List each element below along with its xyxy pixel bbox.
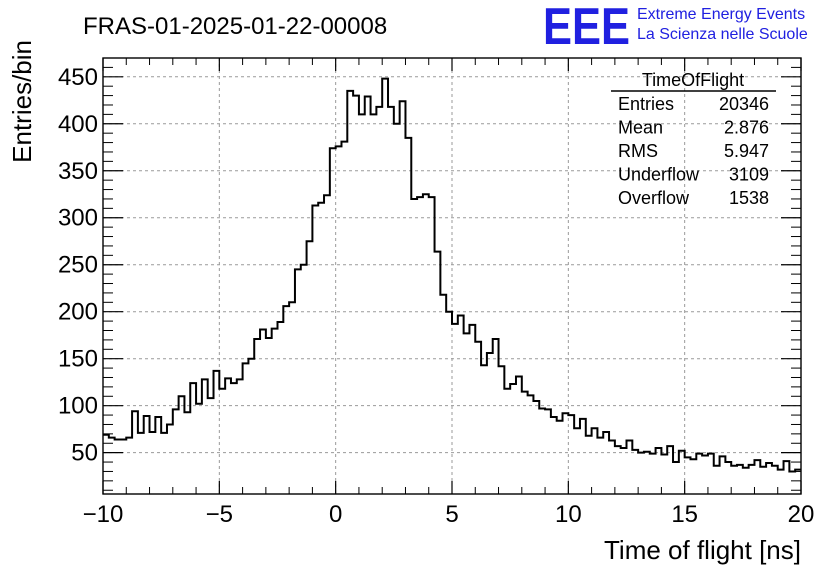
y-axis-label: Entries/bin	[7, 40, 37, 163]
y-tick-label: 400	[58, 111, 98, 138]
stats-value: 3109	[729, 165, 769, 185]
x-tick-label: 0	[329, 501, 342, 528]
histogram-series-line	[103, 77, 801, 473]
grid-lines	[103, 58, 801, 494]
eee-logo-mark: EEE	[543, 0, 630, 56]
y-tick-label: 450	[58, 64, 98, 91]
eee-logo-line2: La Scienza nelle Scuole	[637, 26, 808, 43]
eee-logo-line1: Extreme Energy Events	[637, 6, 805, 23]
y-tick-label: 250	[58, 252, 98, 279]
x-tick-label: 20	[788, 501, 815, 528]
stats-label: Entries	[618, 94, 674, 114]
plot-frame	[102, 57, 802, 495]
stats-box: TimeOfFlight Entries 20346 Mean 2.876 RMS 5.9…	[611, 70, 776, 208]
stats-value: 1538	[729, 188, 769, 208]
y-tick-label: 350	[58, 158, 98, 185]
y-tick-label: 300	[58, 205, 98, 232]
tick-labels: −10 −5 0 5 10 15 20 50 100 150 200 250 300 350 400 450	[58, 64, 814, 528]
x-axis-label: Time of flight [ns]	[604, 535, 801, 565]
stats-rows: Entries 20346 Mean 2.876 RMS 5.947 Underflow 31…	[618, 94, 769, 208]
stats-label: Overflow	[618, 188, 690, 208]
stats-value: 2.876	[724, 118, 769, 138]
stats-label: Underflow	[618, 165, 700, 185]
stats-title: TimeOfFlight	[642, 70, 744, 90]
x-tick-label: 10	[555, 501, 582, 528]
x-tick-label: −10	[83, 501, 124, 528]
y-tick-label: 100	[58, 393, 98, 420]
stats-value: 20346	[719, 94, 769, 114]
chart-title: FRAS-01-2025-01-22-00008	[83, 13, 387, 40]
x-tick-label: 5	[445, 501, 458, 528]
eee-logo: EEE Extreme Energy Events La Scienza nel…	[543, 0, 808, 56]
y-tick-label: 50	[71, 440, 98, 467]
x-tick-label: −5	[206, 501, 233, 528]
y-tick-label: 200	[58, 299, 98, 326]
stats-value: 5.947	[724, 141, 769, 161]
stats-label: Mean	[618, 118, 663, 138]
x-tick-label: 15	[671, 501, 698, 528]
stats-label: RMS	[618, 141, 658, 161]
y-tick-label: 150	[58, 346, 98, 373]
